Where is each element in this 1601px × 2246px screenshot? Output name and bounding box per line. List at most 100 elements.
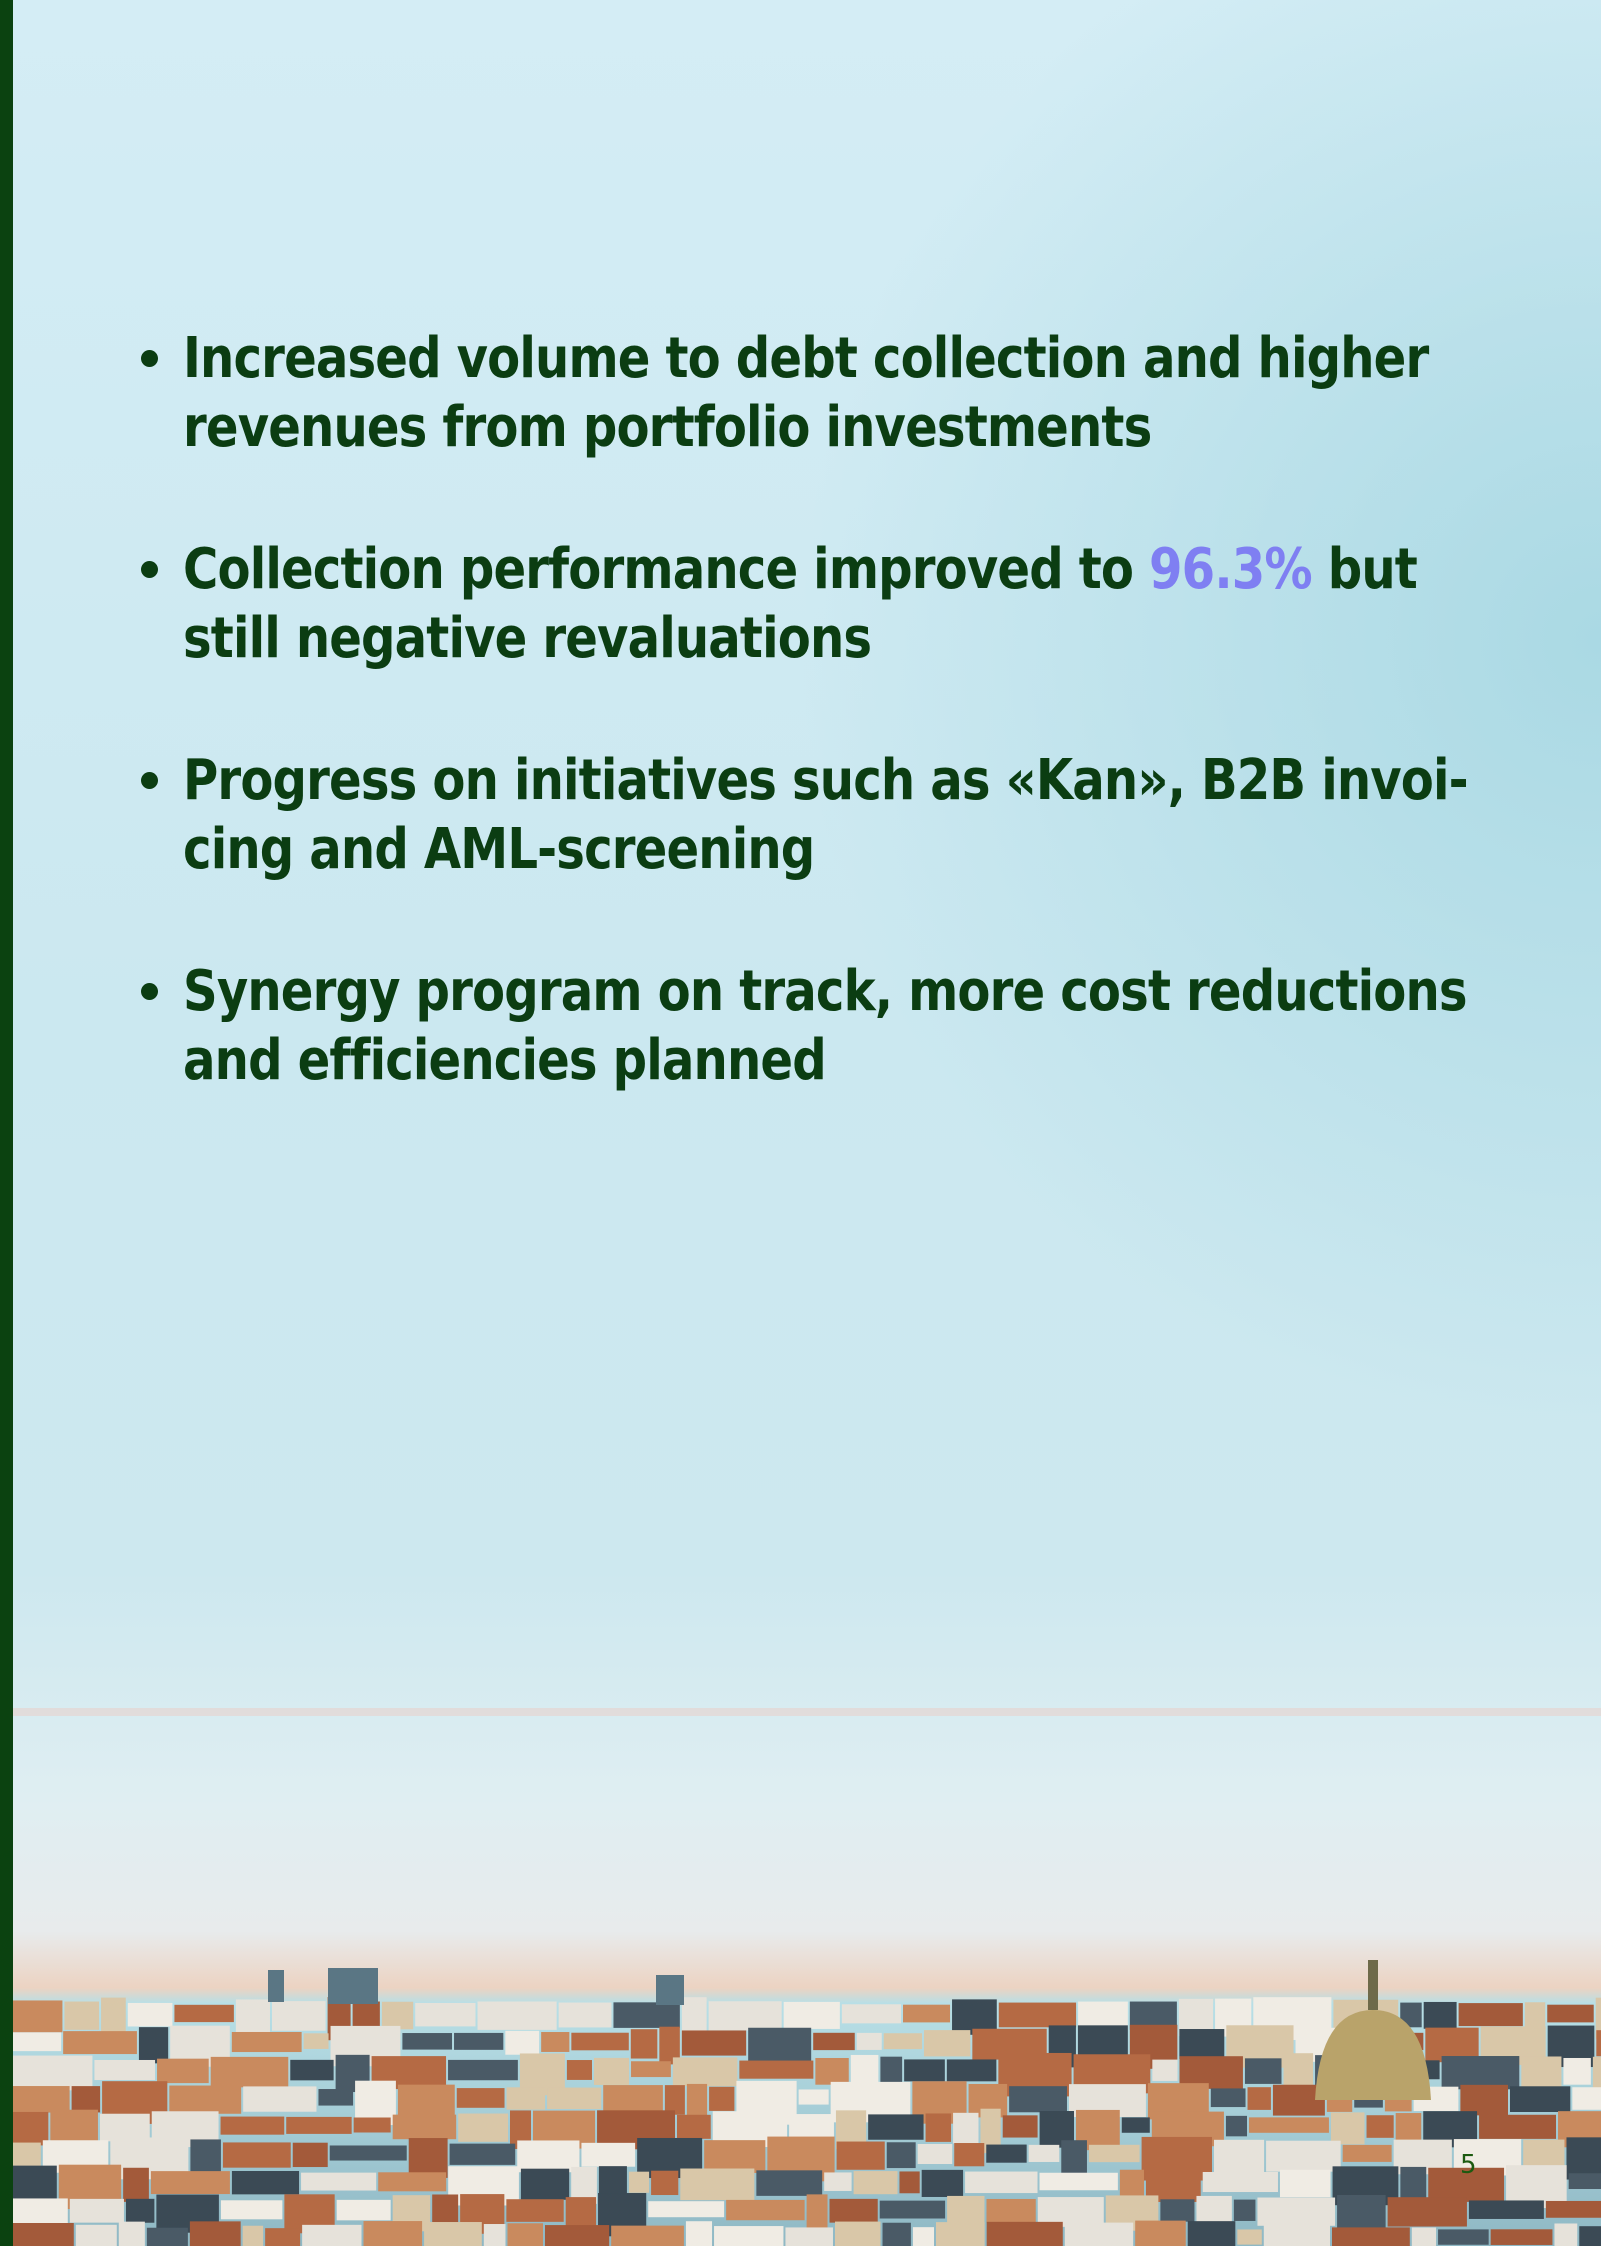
building [1280,2170,1331,2197]
building [318,2089,353,2106]
bullet-line: Progress on initiatives such as «Kan», B… [183,746,1468,815]
building [13,2000,62,2032]
building [1089,2145,1140,2162]
text: still negative revaluations [183,606,871,671]
building [1122,2117,1150,2132]
text: Collection performance improved to [183,537,1149,602]
building [813,2033,855,2050]
building [1248,2087,1271,2110]
building [123,2168,149,2202]
page: Increased volume to debt collection and … [0,0,1601,2246]
building [13,2223,74,2246]
building [100,2114,150,2142]
bullet-line: Increased volume to debt collection and … [183,324,1428,393]
building [830,2199,878,2223]
building [1563,2058,1590,2085]
building [986,2199,1035,2222]
building [64,2002,99,2030]
building [1424,2002,1457,2029]
building [594,2058,629,2085]
highlight: 96.3% [1149,537,1312,602]
building [880,2201,945,2219]
building [1547,2005,1593,2023]
building [704,2140,765,2173]
building [1412,2228,1436,2246]
building [999,2003,1076,2028]
building [94,2060,155,2080]
building [581,2143,635,2167]
building [924,2030,970,2056]
building [221,2117,285,2135]
tower [268,1970,284,2002]
building [954,2143,984,2166]
building [953,2113,978,2144]
building [272,2001,326,2031]
text: cing and AML-screening [183,817,814,882]
bullet-line: and efficiencies planned [183,1026,826,1095]
building [1579,2226,1601,2246]
building [629,2172,649,2193]
building [13,2056,92,2091]
building [507,2223,542,2246]
building [190,2139,221,2174]
bullet-dot [141,561,158,578]
building [904,2059,945,2081]
building [211,2057,289,2087]
building [559,2003,612,2028]
building [631,2061,671,2077]
building [63,2031,137,2054]
bullet-line: still negative revaluations [183,604,871,673]
building [789,2114,834,2141]
bullet-dot [141,350,158,367]
building [126,2199,154,2223]
building [613,2002,679,2028]
building [457,2088,505,2108]
building [1179,2029,1224,2059]
building [139,2027,168,2063]
building [458,2114,508,2142]
building [677,2115,711,2139]
building [1264,2224,1330,2246]
building [450,2144,516,2165]
building [363,2221,422,2246]
building [883,2223,911,2246]
building [571,2033,628,2051]
building [521,2169,569,2200]
building [454,2033,503,2050]
building [1061,2140,1087,2173]
building [686,2221,712,2246]
building [947,2059,997,2081]
building [302,2225,361,2246]
building [174,2005,233,2022]
building [854,2171,898,2194]
building [337,2200,391,2220]
building [157,2059,209,2083]
building [1554,2223,1577,2246]
bullet-line: cing and AML-screening [183,815,814,884]
building [243,2086,316,2111]
building [1266,2141,1341,2172]
building [756,2170,822,2196]
building [1510,2086,1570,2112]
building [72,2086,100,2112]
tower [656,1975,684,2005]
building [1234,2200,1256,2221]
building [1211,2088,1246,2107]
building [128,2003,173,2027]
building [354,2117,391,2132]
building [545,2225,609,2246]
page-number: 5 [1460,2150,1477,2180]
building [232,2032,302,2052]
building [1596,2030,1601,2056]
building [505,2031,539,2055]
building [936,2222,985,2246]
building [1396,2113,1422,2143]
building [887,2142,916,2168]
building [726,2200,804,2220]
bullet-dot [141,772,158,789]
building [1249,2117,1329,2132]
building [1214,2140,1264,2174]
building [1469,2200,1544,2219]
building [478,2001,557,2029]
building [835,2222,881,2246]
